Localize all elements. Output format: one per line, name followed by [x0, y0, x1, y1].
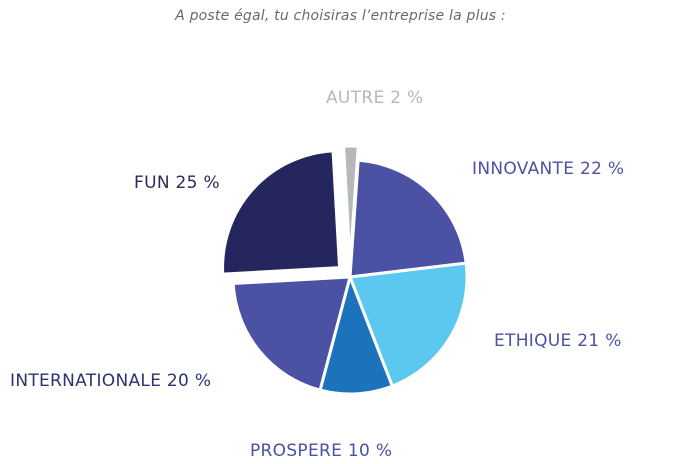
label-internationale: INTERNATIONALE 20 %	[10, 371, 212, 391]
slice-fun	[221, 149, 342, 276]
label-autre: AUTRE 2 %	[326, 88, 424, 108]
slice-internationale	[231, 275, 352, 392]
label-prospere: PROSPERE 10 %	[250, 441, 393, 461]
slice-ethique	[348, 261, 469, 388]
slice-autre	[342, 144, 360, 265]
label-ethique: ETHIQUE 21 %	[494, 331, 622, 351]
label-fun: FUN 25 %	[134, 173, 220, 193]
chart-title: A poste égal, tu choisiras l’entreprise …	[175, 8, 506, 24]
slice-innovante	[348, 158, 468, 279]
label-innovante: INNOVANTE 22 %	[472, 159, 625, 179]
